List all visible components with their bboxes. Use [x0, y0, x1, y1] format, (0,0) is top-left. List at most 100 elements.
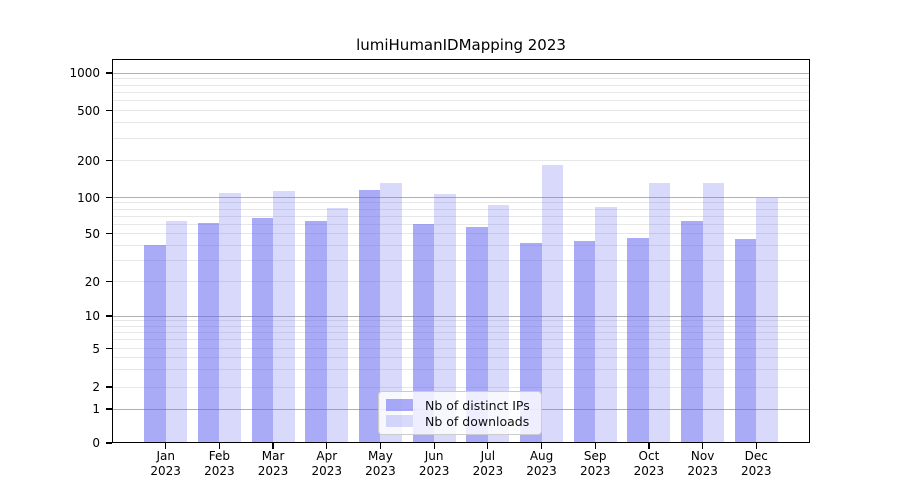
x-tick-label: Mar 2023 [257, 449, 289, 478]
gridline [112, 100, 810, 102]
y-tick-label: 1000 [69, 66, 100, 80]
y-tick [106, 442, 112, 444]
gridline [112, 208, 810, 210]
y-tick [106, 347, 112, 350]
bar-feb-downloads [219, 193, 241, 443]
bar-jun-distinct-ips [412, 224, 435, 443]
bar-nov-distinct-ips [681, 221, 703, 443]
bar-aug-downloads [541, 165, 564, 443]
y-tick [106, 159, 112, 162]
x-tick [648, 443, 650, 449]
y-tick-label: 20 [84, 274, 100, 289]
y-tick [106, 315, 112, 317]
y-tick-label: 200 [77, 153, 100, 168]
x-tick-label: Apr 2023 [311, 449, 343, 478]
x-tick-label: Jun 2023 [418, 449, 450, 478]
y-tick [106, 408, 112, 410]
bar-oct-downloads [648, 183, 671, 443]
gridline [112, 348, 810, 349]
y-tick-label: 0 [92, 436, 100, 450]
y-tick-label: 50 [84, 226, 100, 241]
bar-apr-distinct-ips [305, 220, 327, 443]
x-tick-label: Aug 2023 [526, 449, 557, 478]
y-tick [106, 72, 112, 74]
legend-swatch-distinct-ips [386, 399, 413, 411]
gridline [112, 110, 810, 111]
bar-jan-distinct-ips [144, 245, 166, 443]
bar-dec-downloads [756, 197, 778, 443]
gridline [112, 84, 810, 86]
gridline [112, 339, 810, 341]
x-tick [594, 443, 596, 449]
gridline [112, 223, 810, 225]
x-tick [218, 443, 220, 449]
bar-dec-distinct-ips [734, 239, 757, 443]
x-tick-label: Oct 2023 [633, 449, 665, 478]
y-tick-label: 10 [84, 309, 100, 323]
x-tick-label: Nov 2023 [687, 449, 718, 478]
gridline [112, 78, 810, 80]
bar-apr-downloads [326, 207, 349, 443]
bar-sep-distinct-ips [573, 241, 596, 443]
bar-feb-distinct-ips [197, 223, 220, 443]
gridline [112, 320, 810, 322]
gridline [112, 233, 810, 234]
gridline [112, 325, 810, 327]
x-tick [272, 443, 274, 449]
x-tick [540, 443, 543, 449]
plot-area [112, 59, 810, 443]
y-tick [106, 280, 112, 283]
x-tick [487, 443, 489, 449]
gridline [112, 72, 810, 74]
x-tick-label: Dec 2023 [741, 449, 772, 478]
bar-sep-downloads [595, 207, 617, 443]
gridline [112, 315, 810, 317]
gridline [112, 215, 810, 217]
bar-mar-distinct-ips [251, 218, 274, 443]
y-tick [106, 109, 112, 112]
gridline [112, 202, 810, 204]
y-tick-label: 5 [92, 341, 100, 356]
y-tick [106, 196, 112, 199]
bar-mar-downloads [273, 191, 295, 443]
gridline [112, 386, 810, 388]
y-tick-label: 500 [77, 103, 100, 118]
bar-may-downloads [380, 183, 402, 443]
bar-oct-distinct-ips [627, 237, 649, 443]
x-tick [702, 443, 704, 449]
x-tick-label: Feb 2023 [204, 449, 235, 478]
legend: Nb of distinct IPs Nb of downloads [378, 391, 542, 435]
chart-title: lumiHumanIDMapping 2023 [356, 36, 566, 54]
y-tick-label: 100 [77, 190, 100, 205]
x-tick-label: Sep 2023 [579, 449, 611, 478]
x-tick [326, 443, 328, 449]
x-tick-label: Jan 2023 [150, 449, 181, 478]
bar-jan-downloads [165, 220, 188, 443]
bar-jul-downloads [487, 205, 510, 443]
bar-jul-distinct-ips [466, 226, 488, 443]
bar-jun-downloads [434, 194, 456, 443]
gridline [112, 137, 810, 139]
bar-may-distinct-ips [358, 189, 381, 443]
y-tick-label: 1 [92, 402, 100, 416]
x-tick [755, 443, 757, 449]
gridline [112, 357, 810, 359]
gridline [112, 91, 810, 93]
gridline [112, 332, 810, 334]
x-tick [165, 443, 167, 449]
gridline [112, 122, 810, 124]
gridline [112, 369, 810, 371]
legend-swatch-downloads [386, 415, 413, 427]
gridline [112, 197, 810, 198]
y-tick-label: 2 [92, 380, 100, 394]
x-tick-label: Jul 2023 [472, 449, 504, 478]
legend-label-distinct-ips: Nb of distinct IPs [425, 397, 530, 413]
bar-nov-downloads [702, 182, 725, 443]
gridline [112, 281, 810, 282]
x-tick [379, 443, 382, 449]
y-tick [106, 386, 112, 388]
y-tick [106, 232, 112, 235]
legend-row-downloads: Nb of downloads [386, 413, 534, 429]
legend-row-distinct-ips: Nb of distinct IPs [386, 397, 534, 413]
x-tick-label: May 2023 [365, 449, 396, 478]
